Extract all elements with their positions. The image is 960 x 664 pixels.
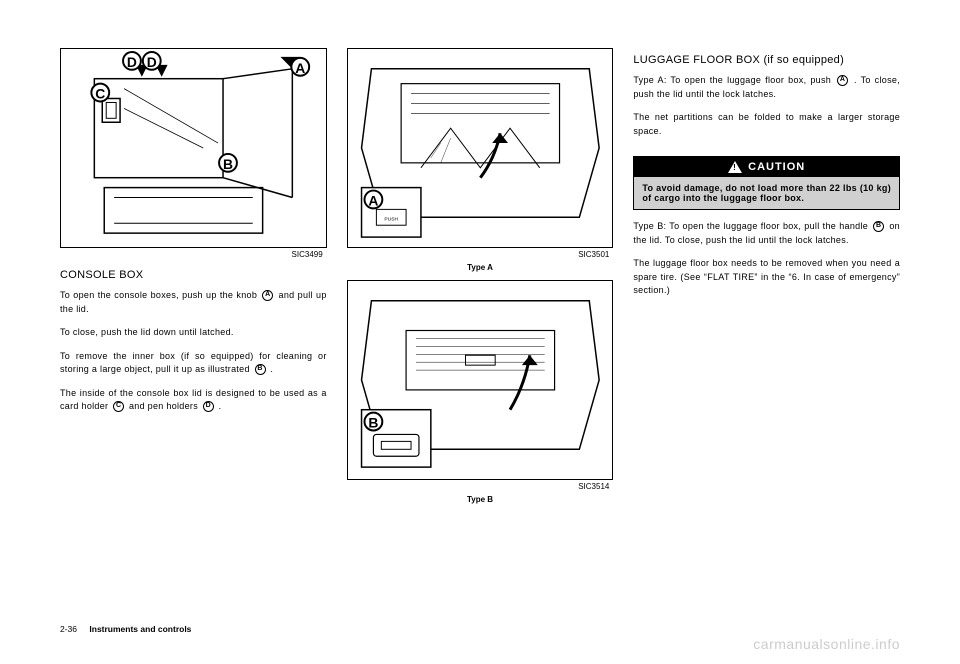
- para-3: To remove the inner box (if so equipped)…: [60, 350, 327, 377]
- callout-c-icon: C: [113, 401, 124, 412]
- svg-text:D: D: [127, 54, 137, 70]
- figure-caption-type-b: Type B: [347, 495, 614, 504]
- svg-text:A: A: [368, 192, 378, 208]
- text: .: [270, 364, 273, 374]
- text: Type A: To open the luggage floor box, p…: [633, 75, 831, 85]
- column-1: D D C A B SIC3499 CONSOLE BOX To open th…: [60, 48, 327, 588]
- text: Type B: To open the luggage floor box, p…: [633, 221, 871, 231]
- page-content: D D C A B SIC3499 CONSOLE BOX To open th…: [60, 48, 900, 588]
- svg-text:D: D: [147, 54, 157, 70]
- text: .: [219, 401, 222, 411]
- caution-body: To avoid damage, do not load more than 2…: [634, 177, 899, 209]
- caution-box: CAUTION To avoid damage, do not load mor…: [633, 156, 900, 210]
- caution-header: CAUTION: [634, 157, 899, 177]
- heading-console-box: CONSOLE BOX: [60, 269, 327, 281]
- column-3: LUGGAGE FLOOR BOX (if so equipped) Type …: [633, 48, 900, 588]
- para-c3-4: The luggage floor box needs to be remove…: [633, 257, 900, 298]
- figure-label-1: SIC3499: [60, 250, 327, 259]
- heading-luggage-floor-box: LUGGAGE FLOOR BOX (if so equipped): [633, 54, 900, 66]
- para-c3-3: Type B: To open the luggage floor box, p…: [633, 220, 900, 247]
- para-2: To close, push the lid down until latche…: [60, 326, 327, 340]
- watermark: carmanualsonline.info: [753, 636, 900, 652]
- column-2: PUSH A SIC3501 Type A: [347, 48, 614, 588]
- callout-b-icon: B: [255, 364, 266, 375]
- callout-a-icon: A: [837, 75, 848, 86]
- svg-text:PUSH: PUSH: [384, 216, 398, 222]
- figure-luggage-type-a: PUSH A: [347, 48, 614, 248]
- page-footer: 2-36 Instruments and controls: [60, 624, 191, 634]
- callout-a-icon: A: [262, 290, 273, 301]
- text: To remove the inner box (if so equipped)…: [60, 351, 327, 375]
- text: To open the console boxes, push up the k…: [60, 290, 257, 300]
- footer-title: Instruments and controls: [89, 624, 191, 634]
- text: and pen holders: [129, 401, 198, 411]
- figure-label-2: SIC3501: [347, 250, 614, 259]
- para-c3-1: Type A: To open the luggage floor box, p…: [633, 74, 900, 101]
- callout-b-icon: B: [873, 221, 884, 232]
- figure-caption-type-a: Type A: [347, 263, 614, 272]
- page-number: 2-36: [60, 624, 77, 634]
- para-c3-2: The net partitions can be folded to make…: [633, 111, 900, 138]
- para-1: To open the console boxes, push up the k…: [60, 289, 327, 316]
- caution-title: CAUTION: [748, 161, 805, 173]
- figure-console-box: D D C A B: [60, 48, 327, 248]
- callout-d-icon: D: [203, 401, 214, 412]
- svg-text:C: C: [95, 86, 105, 102]
- svg-text:A: A: [295, 60, 305, 76]
- para-4: The inside of the console box lid is des…: [60, 387, 327, 414]
- figure-luggage-type-b: B: [347, 280, 614, 480]
- warning-triangle-icon: [728, 161, 742, 173]
- figure-label-3: SIC3514: [347, 482, 614, 491]
- svg-text:B: B: [368, 415, 378, 431]
- svg-text:B: B: [223, 156, 233, 172]
